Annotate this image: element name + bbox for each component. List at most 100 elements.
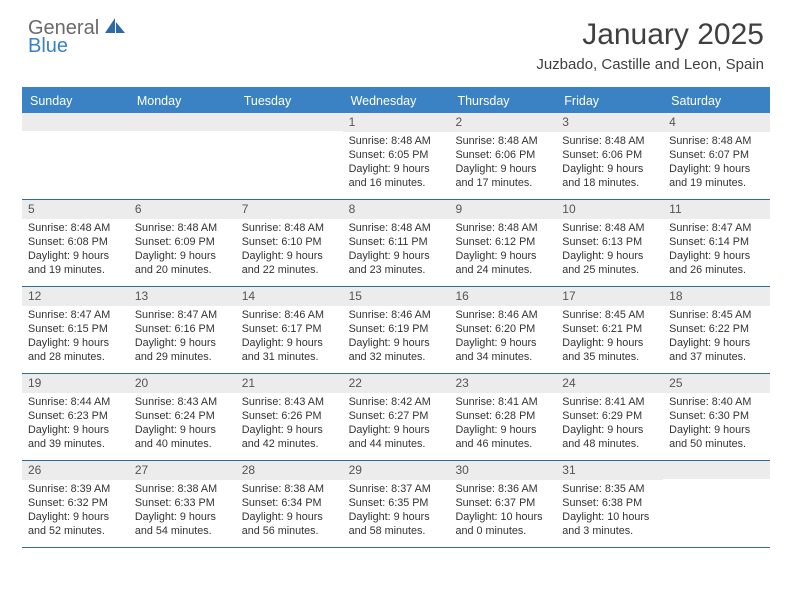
day-line: Sunset: 6:35 PM [349,497,444,511]
title-block: January 2025 Juzbado, Castille and Leon,… [536,18,764,73]
location-line: Juzbado, Castille and Leon, Spain [536,56,764,73]
day-line: Daylight: 9 hours and 28 minutes. [28,337,123,365]
day-line: Sunrise: 8:42 AM [349,396,444,410]
day-line: Sunset: 6:06 PM [562,149,657,163]
day-line: Daylight: 9 hours and 52 minutes. [28,511,123,539]
day-number: 20 [129,374,236,393]
day-line: Daylight: 9 hours and 58 minutes. [349,511,444,539]
calendar-day: 17Sunrise: 8:45 AMSunset: 6:21 PMDayligh… [556,287,663,373]
day-line: Daylight: 9 hours and 39 minutes. [28,424,123,452]
day-number: 9 [449,200,556,219]
day-line: Daylight: 9 hours and 40 minutes. [135,424,230,452]
day-number: 31 [556,461,663,480]
day-line: Daylight: 9 hours and 50 minutes. [669,424,764,452]
day-line: Sunset: 6:09 PM [135,236,230,250]
calendar-day: 13Sunrise: 8:47 AMSunset: 6:16 PMDayligh… [129,287,236,373]
day-line: Sunrise: 8:37 AM [349,483,444,497]
day-line: Sunset: 6:05 PM [349,149,444,163]
calendar-day [22,113,129,199]
day-body: Sunrise: 8:41 AMSunset: 6:29 PMDaylight:… [556,395,663,455]
day-line: Sunset: 6:21 PM [562,323,657,337]
day-line: Daylight: 9 hours and 35 minutes. [562,337,657,365]
day-line: Sunrise: 8:45 AM [669,309,764,323]
day-line: Sunset: 6:07 PM [669,149,764,163]
day-number: 7 [236,200,343,219]
day-body [663,481,770,486]
day-line: Daylight: 9 hours and 24 minutes. [455,250,550,278]
day-number: 5 [22,200,129,219]
day-number: 24 [556,374,663,393]
calendar-day: 24 Sunrise: 8:41 AMSunset: 6:29 PMDayligh… [556,374,663,460]
calendar-day: 10Sunrise: 8:48 AMSunset: 6:13 PMDayligh… [556,200,663,286]
day-body: Sunrise: 8:46 AMSunset: 6:19 PMDaylight:… [343,308,450,368]
day-body: Sunrise: 8:38 AMSunset: 6:33 PMDaylight:… [129,482,236,542]
day-line: Sunrise: 8:38 AM [242,483,337,497]
day-line: Daylight: 9 hours and 44 minutes. [349,424,444,452]
day-number: 11 [663,200,770,219]
month-title: January 2025 [536,18,764,52]
calendar-day: 20Sunrise: 8:43 AMSunset: 6:24 PMDayligh… [129,374,236,460]
day-line: Daylight: 9 hours and 16 minutes. [349,163,444,191]
day-number: 2 [449,113,556,132]
calendar-day [129,113,236,199]
day-line: Sunrise: 8:35 AM [562,483,657,497]
day-body [129,133,236,138]
day-line: Sunset: 6:24 PM [135,410,230,424]
day-line: Daylight: 9 hours and 48 minutes. [562,424,657,452]
day-number: 23 [449,374,556,393]
day-line: Sunrise: 8:47 AM [669,222,764,236]
calendar-day [663,461,770,547]
calendar-week: 19Sunrise: 8:44 AMSunset: 6:23 PMDayligh… [22,374,770,461]
calendar-day: 25Sunrise: 8:40 AMSunset: 6:30 PMDayligh… [663,374,770,460]
day-line: Sunset: 6:38 PM [562,497,657,511]
day-line: Sunrise: 8:48 AM [669,135,764,149]
day-line: Sunrise: 8:44 AM [28,396,123,410]
day-body: Sunrise: 8:46 AMSunset: 6:20 PMDaylight:… [449,308,556,368]
day-body: Sunrise: 8:47 AMSunset: 6:15 PMDaylight:… [22,308,129,368]
day-line: Daylight: 9 hours and 31 minutes. [242,337,337,365]
day-line: Daylight: 9 hours and 42 minutes. [242,424,337,452]
day-line: Sunset: 6:30 PM [669,410,764,424]
calendar-day: 28Sunrise: 8:38 AMSunset: 6:34 PMDayligh… [236,461,343,547]
day-body: Sunrise: 8:39 AMSunset: 6:32 PMDaylight:… [22,482,129,542]
calendar-day: 27Sunrise: 8:38 AMSunset: 6:33 PMDayligh… [129,461,236,547]
day-line: Sunrise: 8:46 AM [349,309,444,323]
day-line: Sunset: 6:12 PM [455,236,550,250]
day-body: Sunrise: 8:35 AMSunset: 6:38 PMDaylight:… [556,482,663,542]
day-line: Sunrise: 8:48 AM [455,222,550,236]
day-line: Sunrise: 8:47 AM [135,309,230,323]
calendar-day: 14Sunrise: 8:46 AMSunset: 6:17 PMDayligh… [236,287,343,373]
day-line: Sunrise: 8:41 AM [455,396,550,410]
day-number: 1 [343,113,450,132]
calendar-day: 9 Sunrise: 8:48 AMSunset: 6:12 PMDaylight… [449,200,556,286]
day-line: Sunset: 6:10 PM [242,236,337,250]
day-line: Sunset: 6:14 PM [669,236,764,250]
day-number: 8 [343,200,450,219]
day-line: Daylight: 9 hours and 18 minutes. [562,163,657,191]
calendar-day: 30Sunrise: 8:36 AMSunset: 6:37 PMDayligh… [449,461,556,547]
day-body: Sunrise: 8:37 AMSunset: 6:35 PMDaylight:… [343,482,450,542]
calendar-day: 15Sunrise: 8:46 AMSunset: 6:19 PMDayligh… [343,287,450,373]
day-body: Sunrise: 8:38 AMSunset: 6:34 PMDaylight:… [236,482,343,542]
day-body: Sunrise: 8:40 AMSunset: 6:30 PMDaylight:… [663,395,770,455]
day-line: Sunrise: 8:36 AM [455,483,550,497]
day-line: Daylight: 9 hours and 20 minutes. [135,250,230,278]
day-line: Daylight: 9 hours and 37 minutes. [669,337,764,365]
calendar-day: 4Sunrise: 8:48 AMSunset: 6:07 PMDaylight… [663,113,770,199]
day-line: Sunrise: 8:39 AM [28,483,123,497]
day-body: Sunrise: 8:48 AMSunset: 6:06 PMDaylight:… [556,134,663,194]
weekday-header: Sunday [22,89,129,113]
day-line: Sunrise: 8:48 AM [28,222,123,236]
day-line: Sunrise: 8:48 AM [455,135,550,149]
calendar-day: 8Sunrise: 8:48 AMSunset: 6:11 PMDaylight… [343,200,450,286]
day-line: Sunset: 6:28 PM [455,410,550,424]
calendar-day: 5Sunrise: 8:48 AMSunset: 6:08 PMDaylight… [22,200,129,286]
day-number: 18 [663,287,770,306]
day-number: 17 [556,287,663,306]
day-number [236,113,343,131]
weekday-header: Tuesday [236,89,343,113]
day-line: Sunset: 6:26 PM [242,410,337,424]
calendar-week: 12Sunrise: 8:47 AMSunset: 6:15 PMDayligh… [22,287,770,374]
day-number: 29 [343,461,450,480]
day-number: 21 [236,374,343,393]
